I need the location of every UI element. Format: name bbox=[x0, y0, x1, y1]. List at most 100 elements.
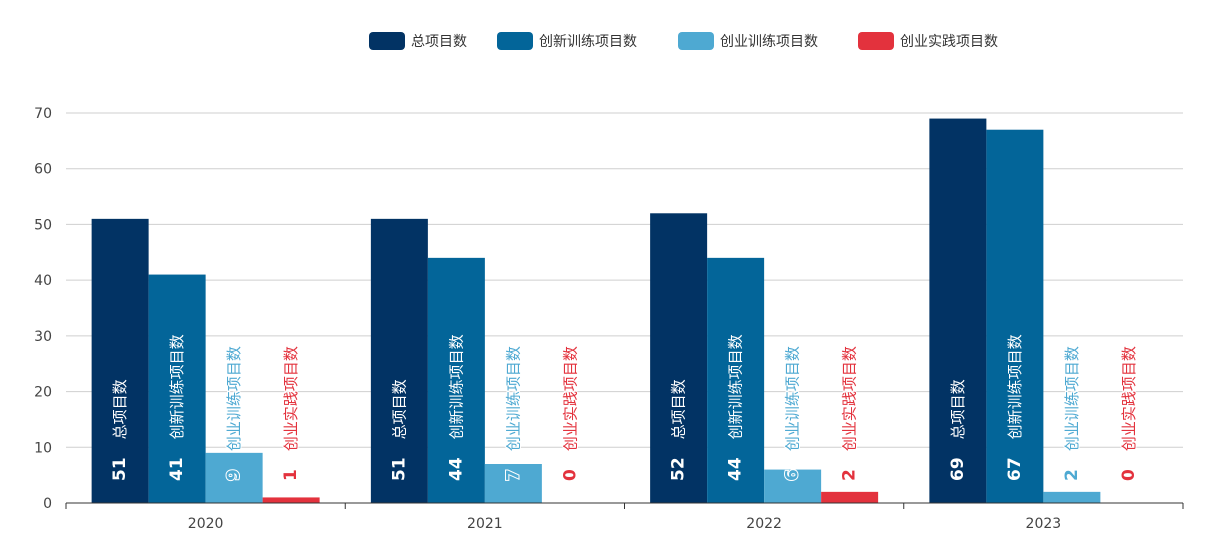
data-label-value: 7 bbox=[503, 469, 523, 481]
legend-swatch-entrepreneurship-training bbox=[678, 32, 714, 50]
bar bbox=[262, 497, 320, 503]
data-label: 51 总项目数 bbox=[389, 379, 409, 481]
data-label-series-name: 创新训练项目数 bbox=[168, 334, 186, 439]
y-tick-label: 70 bbox=[34, 106, 52, 122]
data-label-series-name: 总项目数 bbox=[390, 379, 408, 439]
bar bbox=[148, 274, 206, 503]
bars bbox=[91, 118, 1101, 504]
legend-swatch-total bbox=[369, 32, 405, 50]
data-label-value: 0 bbox=[560, 469, 580, 481]
data-label-value: 51 bbox=[110, 457, 130, 481]
data-label-text: 1 创业实践项目数 bbox=[281, 346, 301, 481]
data-label: 0 创业实践项目数 bbox=[559, 345, 581, 482]
data-label-text: 44 创新训练项目数 bbox=[726, 334, 746, 481]
bar bbox=[821, 491, 879, 503]
data-label-text: 9 创业训练项目数 bbox=[224, 346, 244, 481]
bar bbox=[650, 213, 708, 504]
data-label-value: 1 bbox=[281, 469, 301, 481]
data-label-series-name: 总项目数 bbox=[111, 379, 129, 439]
x-tick-label: 2022 bbox=[746, 516, 782, 532]
data-label-text: 0 创业实践项目数 bbox=[560, 346, 580, 481]
data-label-value: 0 bbox=[1119, 469, 1139, 481]
y-tick-label: 10 bbox=[34, 440, 52, 456]
data-label: 7 创业训练项目数 bbox=[502, 345, 524, 482]
y-tick-label: 0 bbox=[43, 496, 52, 512]
data-label-value: 67 bbox=[1005, 457, 1025, 481]
legend-swatch-innovation-training bbox=[497, 32, 533, 50]
legend-item-total[interactable]: 总项目数 bbox=[369, 29, 467, 53]
data-label-series-name: 创业训练项目数 bbox=[504, 346, 522, 451]
data-label-value: 2 bbox=[840, 469, 860, 481]
bar bbox=[1043, 491, 1101, 503]
data-label-value: 6 bbox=[783, 469, 803, 481]
data-label: 9 创业训练项目数 bbox=[223, 345, 245, 482]
x-tick-label: 2023 bbox=[1026, 516, 1062, 532]
data-label-value: 44 bbox=[726, 457, 746, 481]
y-tick-label: 60 bbox=[34, 162, 52, 178]
x-tick-label: 2021 bbox=[467, 516, 503, 532]
bar bbox=[484, 464, 542, 503]
data-label-value: 44 bbox=[446, 457, 466, 481]
y-tick-label: 40 bbox=[34, 273, 52, 289]
legend-label-innovation-training: 创新训练项目数 bbox=[539, 34, 637, 50]
legend-item-entrepreneurship-training[interactable]: 创业训练项目数 bbox=[678, 29, 818, 53]
data-label-text: 2 创业实践项目数 bbox=[840, 346, 860, 481]
data-label-value: 41 bbox=[167, 457, 187, 481]
x-tick-label: 2020 bbox=[188, 516, 224, 532]
x-axis: 2020 2021 2022 2023 bbox=[65, 502, 1184, 532]
bar bbox=[764, 469, 822, 503]
data-label: 1 创业实践项目数 bbox=[280, 345, 302, 482]
data-label-series-name: 总项目数 bbox=[669, 379, 687, 439]
data-label: 67 创新训练项目数 bbox=[1005, 334, 1025, 481]
data-label: 41 创新训练项目数 bbox=[167, 334, 187, 481]
data-label-text: 7 创业训练项目数 bbox=[503, 346, 523, 481]
legend-item-entrepreneurship-practice[interactable]: 创业实践项目数 bbox=[858, 29, 998, 53]
data-label: 0 创业实践项目数 bbox=[1118, 345, 1140, 482]
data-label-series-name: 创业实践项目数 bbox=[1119, 346, 1137, 451]
data-label: 51 总项目数 bbox=[110, 379, 130, 481]
bar bbox=[427, 257, 485, 503]
data-label: 2 创业实践项目数 bbox=[839, 345, 861, 482]
data-label-text: 51 总项目数 bbox=[389, 379, 409, 481]
bar bbox=[370, 218, 428, 503]
data-label-text: 0 创业实践项目数 bbox=[1119, 346, 1139, 481]
data-label: 2 创业训练项目数 bbox=[1061, 345, 1083, 482]
data-label-series-name: 创业实践项目数 bbox=[561, 346, 579, 451]
data-label-series-name: 创新训练项目数 bbox=[447, 334, 465, 439]
bar bbox=[205, 452, 263, 503]
data-label-text: 44 创新训练项目数 bbox=[446, 334, 466, 481]
bar bbox=[707, 257, 765, 503]
bar bbox=[986, 129, 1044, 503]
data-label-value: 9 bbox=[224, 469, 244, 481]
data-label-value: 2 bbox=[1062, 469, 1082, 481]
data-label-text: 51 总项目数 bbox=[110, 379, 130, 481]
data-label-series-name: 创业训练项目数 bbox=[1062, 346, 1080, 451]
data-label-series-name: 总项目数 bbox=[948, 379, 966, 439]
data-label-value: 51 bbox=[389, 457, 409, 481]
data-label-text: 2 创业训练项目数 bbox=[1062, 346, 1082, 481]
data-label-text: 67 创新训练项目数 bbox=[1005, 334, 1025, 481]
data-label: 44 创新训练项目数 bbox=[446, 334, 466, 481]
y-axis: 0 10 20 30 40 50 60 70 bbox=[34, 106, 52, 512]
data-label-text: 6 创业训练项目数 bbox=[783, 346, 803, 481]
data-label-series-name: 创业训练项目数 bbox=[225, 346, 243, 451]
data-label-value: 52 bbox=[669, 457, 689, 481]
chart-legend: 总项目数 创新训练项目数 创业训练项目数 创业实践项目数 bbox=[0, 29, 1211, 53]
legend-swatch-entrepreneurship-practice bbox=[858, 32, 894, 50]
legend-label-entrepreneurship-practice: 创业实践项目数 bbox=[900, 34, 998, 50]
bar bbox=[91, 218, 149, 503]
legend-label-entrepreneurship-training: 创业训练项目数 bbox=[720, 34, 818, 50]
data-label-text: 41 创新训练项目数 bbox=[167, 334, 187, 481]
legend-label-total: 总项目数 bbox=[411, 34, 467, 50]
data-label: 6 创业训练项目数 bbox=[782, 345, 804, 482]
data-label: 69 总项目数 bbox=[948, 379, 968, 481]
y-tick-label: 30 bbox=[34, 329, 52, 345]
data-label-text: 52 总项目数 bbox=[669, 379, 689, 481]
data-labels: 51 总项目数 41 创新训练项目数 9 创业训练项目数 1 创业实践项目数 51 总项目数 44 创… bbox=[110, 334, 1140, 482]
y-tick-label: 50 bbox=[34, 217, 52, 233]
data-label-text: 69 总项目数 bbox=[948, 379, 968, 481]
legend-item-innovation-training[interactable]: 创新训练项目数 bbox=[497, 29, 637, 53]
data-label-series-name: 创业实践项目数 bbox=[840, 346, 858, 451]
data-label-series-name: 创新训练项目数 bbox=[1005, 334, 1023, 439]
data-label: 52 总项目数 bbox=[669, 379, 689, 481]
